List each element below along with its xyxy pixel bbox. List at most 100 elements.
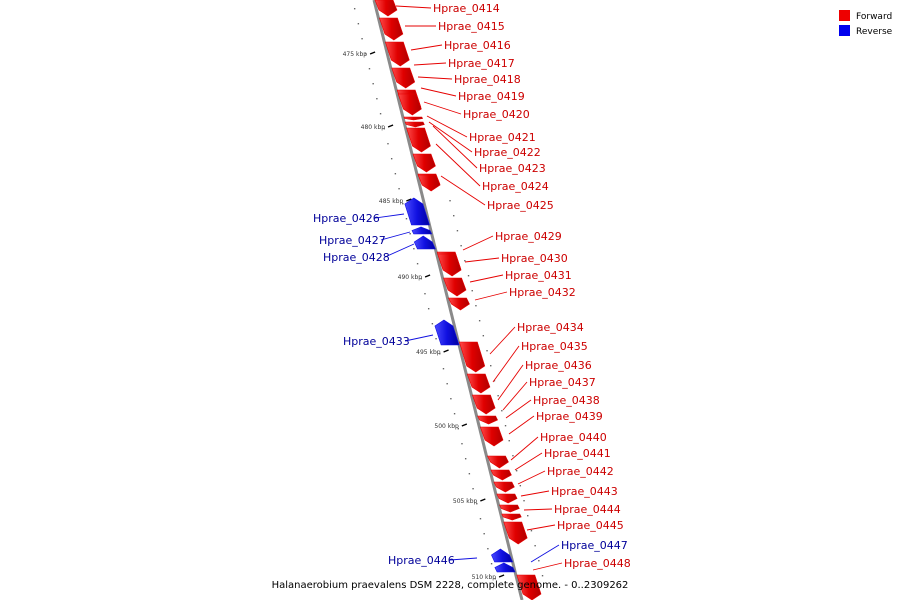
gene-label-layer: Hprae_0414 Hprae_0415 Hprae_0416 Hprae_0417… [313,2,631,571]
gene-arrow-hprae-0427[interactable] [411,226,433,235]
gene-arrow-hprae-0415[interactable] [379,17,404,41]
gene-label-hprae-0422[interactable]: Hprae_0422 [474,146,541,159]
gene-label-hprae-0438[interactable]: Hprae_0438 [533,394,600,407]
gene-arrow-hprae-0414[interactable] [374,0,398,17]
gene-arrow-hprae-0430[interactable] [437,253,462,277]
minor-tick [482,335,485,337]
minor-tick [361,38,363,40]
gene-arrow-hprae-0439[interactable] [486,455,509,469]
minor-tick [476,503,478,505]
gene-arrow-hprae-0444[interactable] [501,513,522,521]
gene-arrow-hprae-0433[interactable] [434,319,460,346]
minor-tick [490,563,493,565]
gene-arrow-hprae-0441[interactable] [493,481,515,493]
gene-arrow-hprae-0440[interactable] [490,469,512,481]
gene-label-hprae-0446[interactable]: Hprae_0446 [388,554,455,567]
gene-arrow-hprae-0423[interactable] [412,153,436,173]
gene-label-hprae-0433[interactable]: Hprae_0433 [343,335,410,348]
gene-arrow-hprae-0422[interactable] [406,127,431,153]
tick-mark [387,124,394,128]
tick-label: 495 kbp [416,349,441,356]
gene-label-hprae-0416[interactable]: Hprae_0416 [444,39,511,52]
gene-arrow-hprae-0421[interactable] [404,121,425,128]
gene-arrow-hprae-0438[interactable] [479,426,504,447]
minor-tick [402,203,404,205]
gene-arrow-hprae-0428[interactable] [413,235,436,250]
gene-label-hprae-0431[interactable]: Hprae_0431 [505,269,572,282]
gene-label-hprae-0427[interactable]: Hprae_0427 [319,234,386,247]
tick-mark [424,274,431,278]
minor-tick [483,533,485,535]
gene-arrow-hprae-0425[interactable] [417,174,441,192]
genome-axis [372,0,524,600]
gene-arrow-hprae-0416[interactable] [384,41,410,67]
gene-label-hprae-0419[interactable]: Hprae_0419 [458,90,525,103]
gene-arrow-hprae-0445[interactable] [503,521,528,545]
gene-label-hprae-0414[interactable]: Hprae_0414 [433,2,500,15]
gene-label-hprae-0421[interactable]: Hprae_0421 [469,131,536,144]
legend-forward-label: Forward [856,12,892,22]
minor-tick [387,143,389,145]
gene-leader-line [492,345,520,383]
gene-label-hprae-0415[interactable]: Hprae_0415 [438,20,505,33]
gene-label-hprae-0429[interactable]: Hprae_0429 [495,230,562,243]
minor-tick [486,350,488,352]
minor-tick [508,440,510,442]
gene-arrow-hprae-0448[interactable] [516,574,542,600]
gene-label-hprae-0437[interactable]: Hprae_0437 [529,376,596,389]
gene-label-hprae-0428[interactable]: Hprae_0428 [323,251,390,264]
gene-arrow-hprae-0437[interactable] [477,415,498,425]
minor-tick [453,215,455,217]
gene-arrow-hprae-0435[interactable] [466,373,491,394]
gene-arrow-hprae-0432[interactable] [448,297,470,311]
gene-label-hprae-0439[interactable]: Hprae_0439 [536,410,603,423]
gene-label-hprae-0432[interactable]: Hprae_0432 [509,286,576,299]
minor-tick [478,320,481,322]
gene-arrow-hprae-0420[interactable] [403,116,424,121]
gene-arrow-hprae-0419[interactable] [397,93,422,116]
minor-tick [439,353,441,355]
gene-arrow-hprae-0434[interactable] [458,341,486,373]
gene-label-hprae-0423[interactable]: Hprae_0423 [479,162,546,175]
minor-tick [390,158,393,160]
minor-tick [512,455,514,457]
gene-label-hprae-0447[interactable]: Hprae_0447 [561,539,628,552]
gene-leader-line [526,524,556,531]
gene-arrow-hprae-0431[interactable] [443,277,467,297]
gene-leader-line [432,125,478,169]
legend-reverse-swatch [839,25,850,36]
gene-label-hprae-0435[interactable]: Hprae_0435 [521,340,588,353]
gene-leader-line [523,508,553,511]
gene-arrow-hprae-0442[interactable] [496,493,518,504]
minor-tick [357,23,360,25]
gene-arrow-hprae-0426[interactable] [404,197,430,226]
gene-label-hprae-0436[interactable]: Hprae_0436 [525,359,592,372]
gene-arrow-hprae-0447[interactable] [494,562,516,573]
gene-label-hprae-0425[interactable]: Hprae_0425 [487,199,554,212]
gene-label-hprae-0441[interactable]: Hprae_0441 [544,447,611,460]
minor-tick [398,188,400,190]
gene-arrow-hprae-0443[interactable] [499,504,520,513]
minor-tick [468,473,471,475]
gene-label-hprae-0434[interactable]: Hprae_0434 [517,321,584,334]
gene-leader-line [449,557,478,561]
gene-arrow-hprae-0436[interactable] [472,394,496,415]
gene-label-hprae-0443[interactable]: Hprae_0443 [551,485,618,498]
gene-label-hprae-0444[interactable]: Hprae_0444 [554,503,621,516]
gene-label-hprae-0417[interactable]: Hprae_0417 [448,57,515,70]
gene-label-hprae-0420[interactable]: Hprae_0420 [463,108,530,121]
minor-tick [446,383,448,385]
gene-arrow-hprae-0417[interactable] [391,67,416,89]
gene-label-hprae-0440[interactable]: Hprae_0440 [540,431,607,444]
gene-arrow-hprae-0446[interactable] [491,548,514,563]
gene-label-hprae-0430[interactable]: Hprae_0430 [501,252,568,265]
gene-label-hprae-0442[interactable]: Hprae_0442 [547,465,614,478]
gene-label-hprae-0418[interactable]: Hprae_0418 [454,73,521,86]
gene-label-hprae-0448[interactable]: Hprae_0448 [564,557,631,570]
gene-label-hprae-0445[interactable]: Hprae_0445 [557,519,624,532]
minor-tick [515,470,518,472]
minor-tick [534,545,536,547]
gene-label-hprae-0424[interactable]: Hprae_0424 [482,180,549,193]
gene-label-hprae-0426[interactable]: Hprae_0426 [313,212,380,225]
